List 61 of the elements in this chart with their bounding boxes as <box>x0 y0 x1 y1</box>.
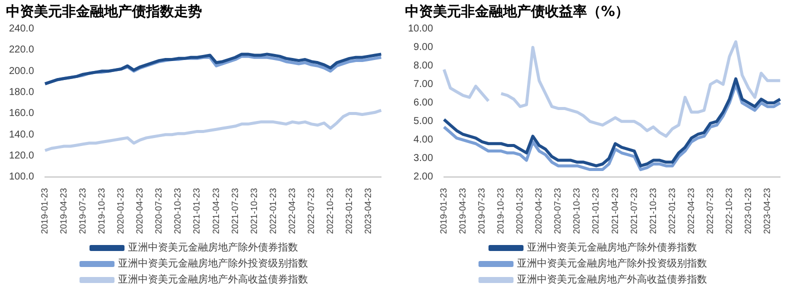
x-tick-label: 2021-04-23 <box>210 188 221 234</box>
x-tick-label: 2019-07-23 <box>78 188 88 234</box>
x-tick-label: 2022-10-23 <box>724 188 734 234</box>
y-tick-label: 120.0 <box>8 150 34 162</box>
x-tick-label: 2021-07-23 <box>628 188 639 234</box>
legend-label: 亚洲中资美元金融房地产除外投资级别指数 <box>517 258 707 270</box>
x-tick-label: 2021-01-23 <box>192 188 202 234</box>
x-tick-label: 2022-01-23 <box>666 188 677 234</box>
x-tick-label: 2019-01-23 <box>438 188 449 234</box>
legend-label: 亚洲中资美元金融房地产除外投资级别指数 <box>118 258 308 270</box>
x-tick-label: 2019-10-23 <box>96 188 107 234</box>
x-tick-label: 2020-10-23 <box>172 188 183 234</box>
x-tick-label: 2019-07-23 <box>476 188 487 234</box>
y-tick-label: 10.00 <box>408 24 434 35</box>
x-tick-label: 2021-10-23 <box>248 188 259 234</box>
x-tick-label: 2020-01-23 <box>514 188 525 234</box>
legend-label: 亚洲中资美元金融房地产除外债券指数 <box>128 242 298 254</box>
y-tick-label: 140.0 <box>8 129 34 140</box>
y-tick-label: 160.0 <box>8 108 34 120</box>
x-tick-label: 2023-04-23 <box>363 188 373 234</box>
y-tick-label: 2.00 <box>414 172 434 183</box>
x-tick-label: 2021-07-23 <box>230 188 240 234</box>
y-tick-label: 4.00 <box>414 134 434 146</box>
y-tick-label: 7.00 <box>414 79 434 90</box>
x-tick-label: 2022-07-23 <box>306 188 316 234</box>
x-tick-label: 2019-04-23 <box>458 188 468 234</box>
legend-label: 亚洲中资美元金融房地产外高收益债券指数 <box>517 274 707 286</box>
y-tick-label: 220.0 <box>8 44 34 56</box>
x-tick-label: 2023-01-23 <box>742 188 753 234</box>
x-tick-label: 2023-04-23 <box>762 188 772 234</box>
x-tick-label: 2021-01-23 <box>590 188 601 234</box>
x-tick-label: 2021-10-23 <box>648 188 658 234</box>
x-tick-label: 2019-10-23 <box>496 188 506 234</box>
x-tick-label: 2021-04-23 <box>610 188 620 234</box>
y-tick-label: 100.0 <box>8 172 34 183</box>
y-tick-label: 240.0 <box>8 24 34 35</box>
y-tick-label: 8.00 <box>414 60 434 72</box>
x-tick-label: 2020-07-23 <box>552 188 563 234</box>
chart-title: 中资美元非金融地产债收益率（%） <box>405 3 630 20</box>
x-tick-label: 2022-07-23 <box>704 188 715 234</box>
x-tick-label: 2020-01-23 <box>116 188 126 234</box>
legend-label: 亚洲中资美元金融房地产除外债券指数 <box>527 242 697 254</box>
y-tick-label: 5.00 <box>414 116 434 128</box>
y-tick-label: 6.00 <box>414 98 434 109</box>
x-tick-label: 2022-04-23 <box>286 188 297 234</box>
chart-title: 中资美元非金融地产债指数走势 <box>6 3 202 20</box>
y-tick-label: 200.0 <box>8 66 34 77</box>
x-tick-label: 2022-01-23 <box>268 188 278 234</box>
x-tick-label: 2019-04-23 <box>58 188 69 234</box>
x-tick-label: 2019-01-23 <box>40 188 50 234</box>
x-tick-label: 2023-01-23 <box>344 188 354 234</box>
x-tick-label: 2020-04-23 <box>134 188 145 234</box>
x-tick-label: 2022-04-23 <box>686 188 696 234</box>
x-tick-label: 2020-10-23 <box>572 188 582 234</box>
y-tick-label: 180.0 <box>8 87 34 98</box>
y-tick-label: 3.00 <box>414 153 434 164</box>
legend-label: 亚洲中资美元金融房地产外高收益债券指数 <box>118 274 308 286</box>
x-tick-label: 2020-07-23 <box>154 188 164 234</box>
x-tick-label: 2022-10-23 <box>324 188 335 234</box>
x-tick-label: 2020-04-23 <box>534 188 544 234</box>
y-tick-label: 9.00 <box>414 42 434 54</box>
